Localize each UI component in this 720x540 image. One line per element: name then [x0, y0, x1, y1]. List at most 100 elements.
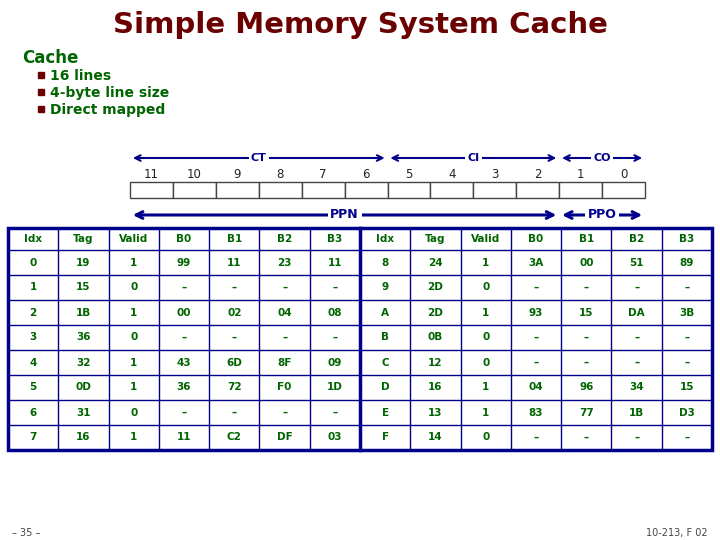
Text: 99: 99 — [177, 258, 191, 267]
Text: 4: 4 — [30, 357, 37, 368]
Text: B0: B0 — [528, 234, 544, 244]
Bar — [559, 182, 602, 198]
Text: –: – — [333, 408, 338, 417]
Text: 08: 08 — [328, 307, 342, 318]
Text: 10-213, F 02: 10-213, F 02 — [647, 528, 708, 538]
Text: 16: 16 — [76, 433, 91, 442]
Text: 1: 1 — [130, 307, 138, 318]
Text: 43: 43 — [176, 357, 192, 368]
Text: –: – — [333, 282, 338, 293]
Text: –: – — [684, 357, 690, 368]
Text: –: – — [282, 282, 287, 293]
Text: 2D: 2D — [428, 282, 444, 293]
Bar — [473, 182, 516, 198]
Text: 0: 0 — [130, 282, 138, 293]
Text: –: – — [333, 333, 338, 342]
Bar — [130, 182, 173, 198]
Text: B3: B3 — [679, 234, 695, 244]
Text: PPN: PPN — [330, 208, 359, 221]
Bar — [8, 228, 712, 450]
Text: 1: 1 — [30, 282, 37, 293]
Text: 3A: 3A — [528, 258, 544, 267]
Text: Direct mapped: Direct mapped — [50, 103, 166, 117]
Text: 11: 11 — [176, 433, 192, 442]
Bar — [345, 182, 387, 198]
Text: Valid: Valid — [119, 234, 148, 244]
Text: 6D: 6D — [226, 357, 242, 368]
Text: 3: 3 — [30, 333, 37, 342]
Text: –: – — [584, 357, 589, 368]
Text: 12: 12 — [428, 357, 443, 368]
Text: F: F — [382, 433, 389, 442]
Bar — [302, 182, 345, 198]
Text: 72: 72 — [227, 382, 242, 393]
Text: 1: 1 — [130, 433, 138, 442]
Text: B0: B0 — [176, 234, 192, 244]
Bar — [602, 182, 645, 198]
Text: 8: 8 — [382, 258, 389, 267]
Text: PPO: PPO — [588, 208, 616, 221]
Text: Idx: Idx — [376, 234, 395, 244]
Bar — [258, 182, 302, 198]
Text: 0: 0 — [482, 357, 490, 368]
Text: 19: 19 — [76, 258, 91, 267]
Text: 8F: 8F — [277, 357, 292, 368]
Text: 0: 0 — [482, 433, 490, 442]
Text: 10: 10 — [187, 167, 202, 180]
Text: 2: 2 — [30, 307, 37, 318]
Text: – 35 –: – 35 – — [12, 528, 40, 538]
Text: 11: 11 — [227, 258, 241, 267]
Text: 6: 6 — [30, 408, 37, 417]
Text: 1B: 1B — [629, 408, 644, 417]
Text: –: – — [584, 333, 589, 342]
Bar — [431, 182, 473, 198]
Text: C2: C2 — [227, 433, 242, 442]
Text: –: – — [181, 333, 186, 342]
Text: –: – — [634, 433, 639, 442]
Text: 1: 1 — [130, 357, 138, 368]
Text: 36: 36 — [76, 333, 91, 342]
Text: –: – — [534, 282, 539, 293]
Text: 8: 8 — [276, 167, 284, 180]
Text: 4: 4 — [448, 167, 456, 180]
Text: 77: 77 — [579, 408, 594, 417]
Text: 04: 04 — [277, 307, 292, 318]
Bar — [516, 182, 559, 198]
Text: 1: 1 — [482, 258, 490, 267]
Bar — [38, 106, 44, 112]
Text: 4-byte line size: 4-byte line size — [50, 86, 169, 100]
Text: Valid: Valid — [471, 234, 500, 244]
Text: DA: DA — [629, 307, 645, 318]
Text: 0B: 0B — [428, 333, 443, 342]
Text: 0D: 0D — [76, 382, 91, 393]
Text: 2D: 2D — [428, 307, 444, 318]
Bar — [173, 182, 216, 198]
Text: 51: 51 — [629, 258, 644, 267]
Text: D3: D3 — [679, 408, 695, 417]
Text: 0: 0 — [30, 258, 37, 267]
Text: –: – — [684, 433, 690, 442]
Text: DF: DF — [276, 433, 292, 442]
Text: 2: 2 — [534, 167, 541, 180]
Text: –: – — [634, 357, 639, 368]
Bar — [387, 182, 431, 198]
Text: CI: CI — [467, 153, 480, 163]
Text: 1: 1 — [577, 167, 585, 180]
Text: 0: 0 — [620, 167, 627, 180]
Text: B1: B1 — [227, 234, 242, 244]
Text: 0: 0 — [130, 408, 138, 417]
Text: –: – — [684, 282, 690, 293]
Text: 13: 13 — [428, 408, 443, 417]
Text: 1: 1 — [482, 307, 490, 318]
Text: 32: 32 — [76, 357, 91, 368]
Text: Tag: Tag — [73, 234, 94, 244]
Text: 9: 9 — [382, 282, 389, 293]
Text: 14: 14 — [428, 433, 443, 442]
Text: B: B — [381, 333, 389, 342]
Text: 23: 23 — [277, 258, 292, 267]
Text: 00: 00 — [176, 307, 192, 318]
Text: A: A — [381, 307, 389, 318]
Text: B3: B3 — [327, 234, 343, 244]
Text: C: C — [382, 357, 389, 368]
Text: 02: 02 — [227, 307, 241, 318]
